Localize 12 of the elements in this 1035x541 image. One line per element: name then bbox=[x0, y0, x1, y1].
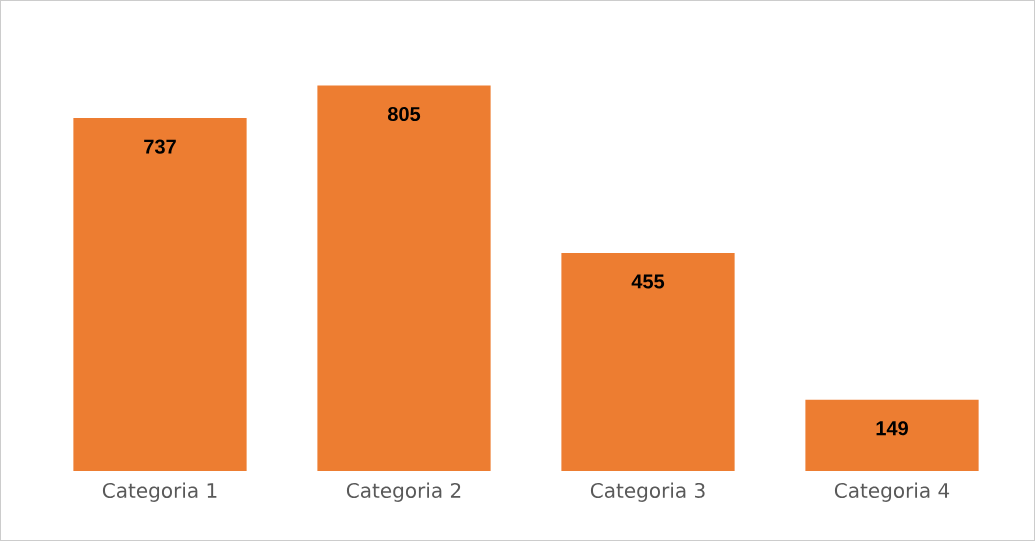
x-tick-label: Categoria 2 bbox=[346, 482, 461, 502]
bar bbox=[317, 85, 491, 471]
bar bbox=[73, 117, 247, 471]
x-tick-label: Categoria 1 bbox=[102, 482, 217, 502]
data-label: 737 bbox=[144, 139, 176, 154]
data-label: 805 bbox=[387, 106, 421, 122]
data-label: 149 bbox=[876, 421, 908, 436]
bar bbox=[561, 253, 735, 471]
x-tick-label: Categoria 4 bbox=[834, 482, 950, 502]
data-label: 455 bbox=[631, 274, 665, 289]
x-tick-label: Categoria 3 bbox=[590, 482, 705, 502]
bar bbox=[805, 399, 979, 471]
